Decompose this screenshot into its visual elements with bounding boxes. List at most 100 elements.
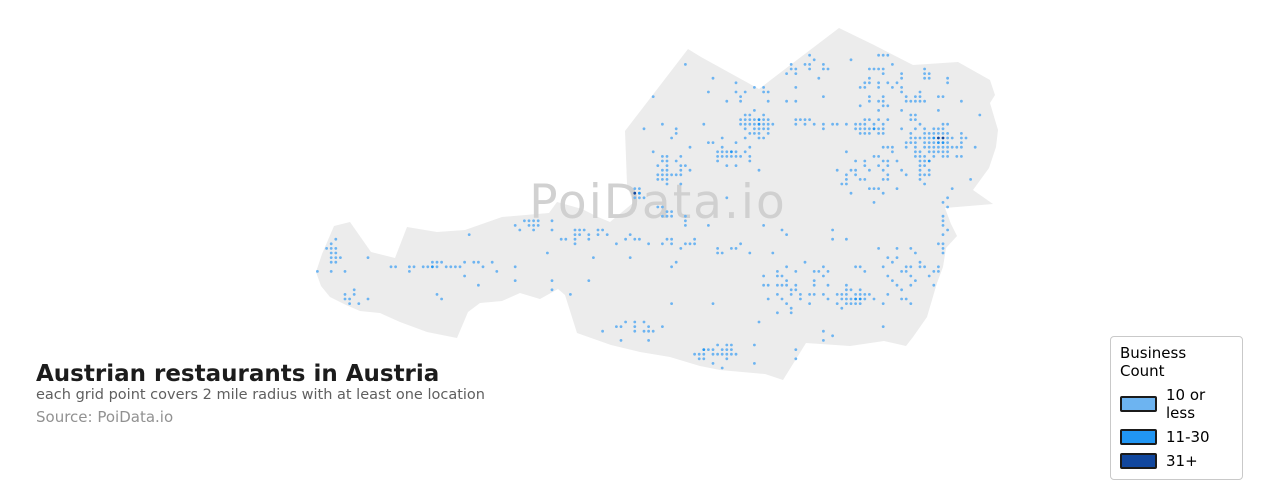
map-dot	[932, 141, 936, 145]
map-dot	[891, 86, 894, 89]
map-dot	[881, 127, 885, 131]
map-dot	[707, 224, 710, 227]
map-dot	[863, 178, 867, 181]
map-dot	[932, 155, 936, 158]
map-dot	[550, 219, 554, 223]
map-dot	[877, 81, 880, 85]
map-dot	[753, 127, 756, 131]
map-dot	[638, 191, 641, 195]
map-dot	[670, 237, 673, 241]
map-dot	[881, 145, 885, 149]
map-dot	[969, 178, 972, 181]
map-dot	[573, 233, 577, 237]
map-dot	[661, 205, 664, 209]
map-dot	[886, 173, 890, 177]
map-dot	[822, 127, 825, 131]
map-dot	[932, 132, 936, 135]
map-dot	[748, 159, 752, 163]
map-dot	[854, 302, 857, 305]
map-dot	[753, 343, 756, 347]
map-dot	[702, 122, 706, 126]
map-dot	[573, 237, 577, 241]
map-dot	[964, 136, 968, 140]
map-dot	[918, 90, 922, 94]
map-dot	[523, 219, 526, 223]
map-dot	[605, 233, 609, 237]
map-dot	[955, 155, 959, 158]
map-dot	[808, 118, 811, 121]
map-dot	[826, 270, 830, 273]
map-dot	[408, 270, 411, 273]
map-dot	[923, 76, 926, 80]
map-dot	[716, 251, 719, 255]
map-dot	[716, 247, 719, 250]
map-dot	[794, 86, 798, 89]
map-dot	[799, 293, 802, 296]
map-dot	[785, 302, 788, 305]
map-dot	[628, 256, 632, 259]
map-dot	[909, 132, 913, 135]
map-dot	[633, 325, 637, 328]
map-dot	[762, 113, 765, 117]
map-dot	[914, 127, 917, 131]
map-dot	[716, 150, 719, 154]
map-dot	[918, 99, 922, 103]
map-dot	[891, 279, 894, 282]
map-dot	[858, 297, 862, 301]
map-dot	[941, 95, 945, 98]
map-dot	[601, 329, 604, 333]
map-dot	[845, 237, 848, 241]
map-dot	[812, 122, 816, 126]
map-dot	[789, 293, 793, 296]
map-dot	[435, 293, 439, 296]
map-dot	[730, 247, 733, 250]
map-dot	[877, 187, 880, 191]
map-dot	[357, 302, 361, 305]
map-dot	[812, 270, 816, 273]
map-dot	[822, 122, 825, 126]
map-dot	[877, 118, 880, 121]
map-dot	[886, 178, 890, 181]
map-dot	[812, 279, 816, 282]
map-dot	[803, 122, 807, 126]
map-dot	[868, 81, 871, 85]
map-dot	[799, 118, 802, 121]
map-dot	[877, 67, 880, 71]
map-dot	[900, 270, 903, 273]
map-dot	[329, 242, 333, 246]
map-dot	[918, 95, 922, 98]
map-dot	[794, 348, 798, 351]
map-dot	[927, 150, 931, 154]
map-dot	[720, 352, 724, 356]
map-dot	[840, 182, 844, 186]
map-dot	[978, 113, 982, 117]
map-dot	[720, 251, 724, 255]
map-dot	[909, 247, 913, 250]
map-dot	[794, 283, 798, 287]
map-dot	[868, 127, 871, 131]
map-dot	[638, 237, 641, 241]
map-dot	[904, 173, 908, 177]
map-dot	[941, 219, 945, 223]
map-dot	[941, 122, 945, 126]
map-dot	[578, 228, 581, 232]
map-dot	[412, 265, 416, 269]
map-dot	[789, 63, 793, 66]
map-dot	[730, 352, 733, 356]
map-dot	[642, 127, 646, 131]
map-dot	[877, 164, 880, 168]
map-dot	[352, 288, 356, 292]
map-dot	[950, 145, 954, 149]
map-dot	[845, 182, 848, 186]
map-dot	[720, 145, 724, 149]
map-dot	[624, 320, 627, 324]
map-dot	[918, 168, 922, 172]
map-dot	[835, 293, 839, 296]
map-dot	[822, 67, 825, 71]
map-dot	[596, 228, 600, 232]
page: { "chart_data": { "type": "map", "region…	[36, 28, 1243, 480]
map-dot	[725, 155, 729, 158]
map-dot	[803, 118, 807, 121]
title-block: Austrian restaurants in Austria each gri…	[36, 362, 485, 403]
map-dot	[440, 297, 443, 301]
